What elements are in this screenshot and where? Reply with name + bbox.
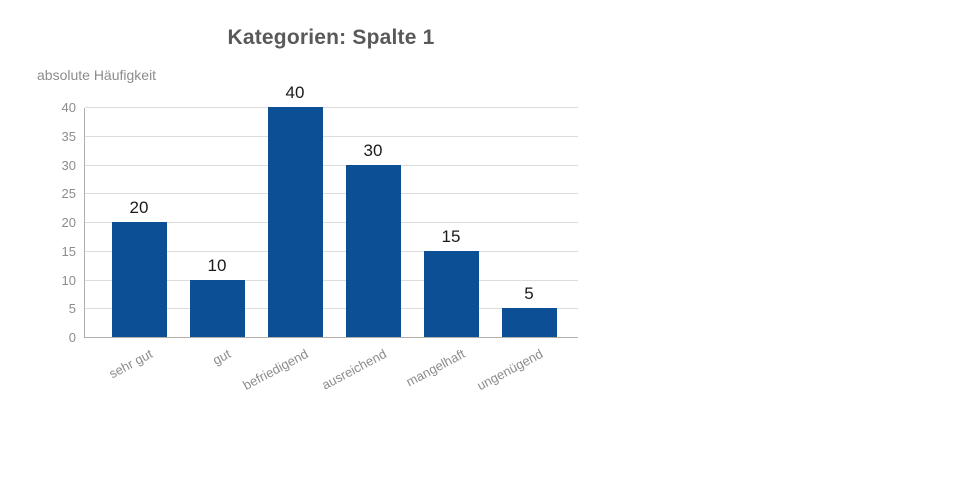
- bar-ungenügend: [501, 308, 557, 337]
- chart-title: Kategorien: Spalte 1: [227, 26, 435, 49]
- gridline: [85, 135, 578, 137]
- y-axis-tick-label: 5: [68, 301, 76, 317]
- y-axis-tick-label: 30: [61, 157, 76, 173]
- gridline: [85, 250, 578, 252]
- y-axis-tick-label: 0: [68, 330, 76, 345]
- y-axis-tick-label: 20: [61, 215, 76, 230]
- bar-value-label: 5: [524, 284, 534, 304]
- y-axis-tick-label: 40: [61, 100, 76, 115]
- bar-value-label: 15: [441, 226, 461, 246]
- plot-area: 20 10 40 30 15 5: [84, 83, 578, 338]
- y-axis-tick-label: 25: [61, 186, 76, 202]
- x-axis-tick-label: gut: [210, 346, 234, 368]
- y-axis-tick-label: 15: [61, 243, 76, 259]
- y-axis-tick-label: 35: [61, 128, 76, 144]
- bar-value-label: 20: [129, 198, 149, 217]
- gridline: [85, 279, 578, 281]
- bar-value-label: 10: [207, 255, 227, 275]
- bar-befriedigend: [267, 107, 323, 337]
- x-axis-tick-label: ausreichend: [319, 346, 390, 393]
- bar-sehr-gut: [111, 222, 167, 337]
- bar-value-label: 40: [285, 83, 305, 102]
- bar-value-label: 30: [363, 140, 383, 160]
- gridline: [85, 193, 578, 195]
- gridline: [85, 107, 578, 108]
- gridline: [85, 164, 578, 166]
- x-axis-tick-label: sehr gut: [106, 346, 156, 382]
- bar-mangelhaft: [423, 250, 479, 337]
- y-axis-tick-label: 10: [61, 272, 76, 288]
- x-axis-tick-label: ungenügend: [474, 346, 546, 394]
- gridline: [85, 308, 578, 310]
- x-axis-tick-label: mangelhaft: [403, 346, 468, 390]
- bar-ausreichend: [345, 164, 401, 337]
- gridline: [85, 222, 578, 223]
- bar-gut: [189, 279, 245, 337]
- y-axis-title: absolute Häufigkeit: [37, 67, 157, 83]
- x-axis-tick-label: befriedigend: [240, 346, 312, 393]
